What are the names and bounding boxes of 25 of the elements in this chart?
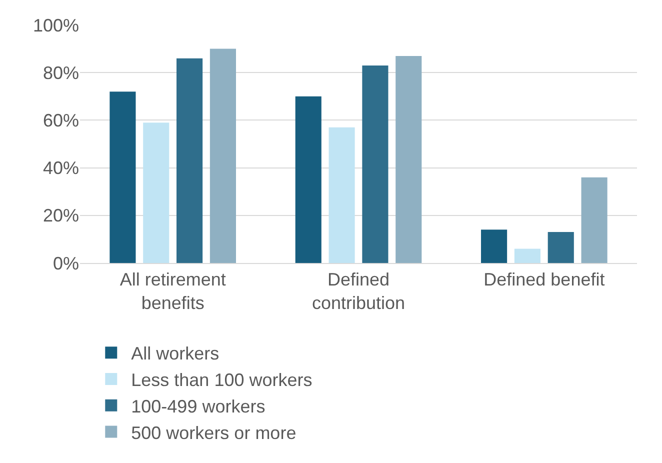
bar [548,232,574,263]
legend-label: 500 workers or more [131,422,296,443]
legend-label: All workers [131,344,220,364]
y-tick-label: 20% [42,206,79,226]
bar [514,248,540,263]
y-tick-label: 0% [52,253,79,274]
bar [481,230,508,263]
bar [581,177,608,263]
legend-label: 100-499 workers [131,396,266,416]
legend-label: Less than 100 workers [131,370,312,390]
y-tick-label: 60% [42,110,79,130]
bar [328,127,355,263]
x-tick-label: All retirement benefits [120,270,226,313]
x-tick-label: Defined contribution [312,270,406,313]
bar [110,92,136,263]
bar [210,48,236,263]
y-tick-label: 40% [42,158,79,178]
bar [295,96,322,263]
bar [176,58,203,263]
bar [362,65,388,263]
y-tick-label: 100% [32,15,79,36]
bar [396,56,422,263]
bar [143,122,170,263]
x-tick-label: Defined benefit [484,270,605,290]
y-tick-label: 80% [42,62,79,83]
